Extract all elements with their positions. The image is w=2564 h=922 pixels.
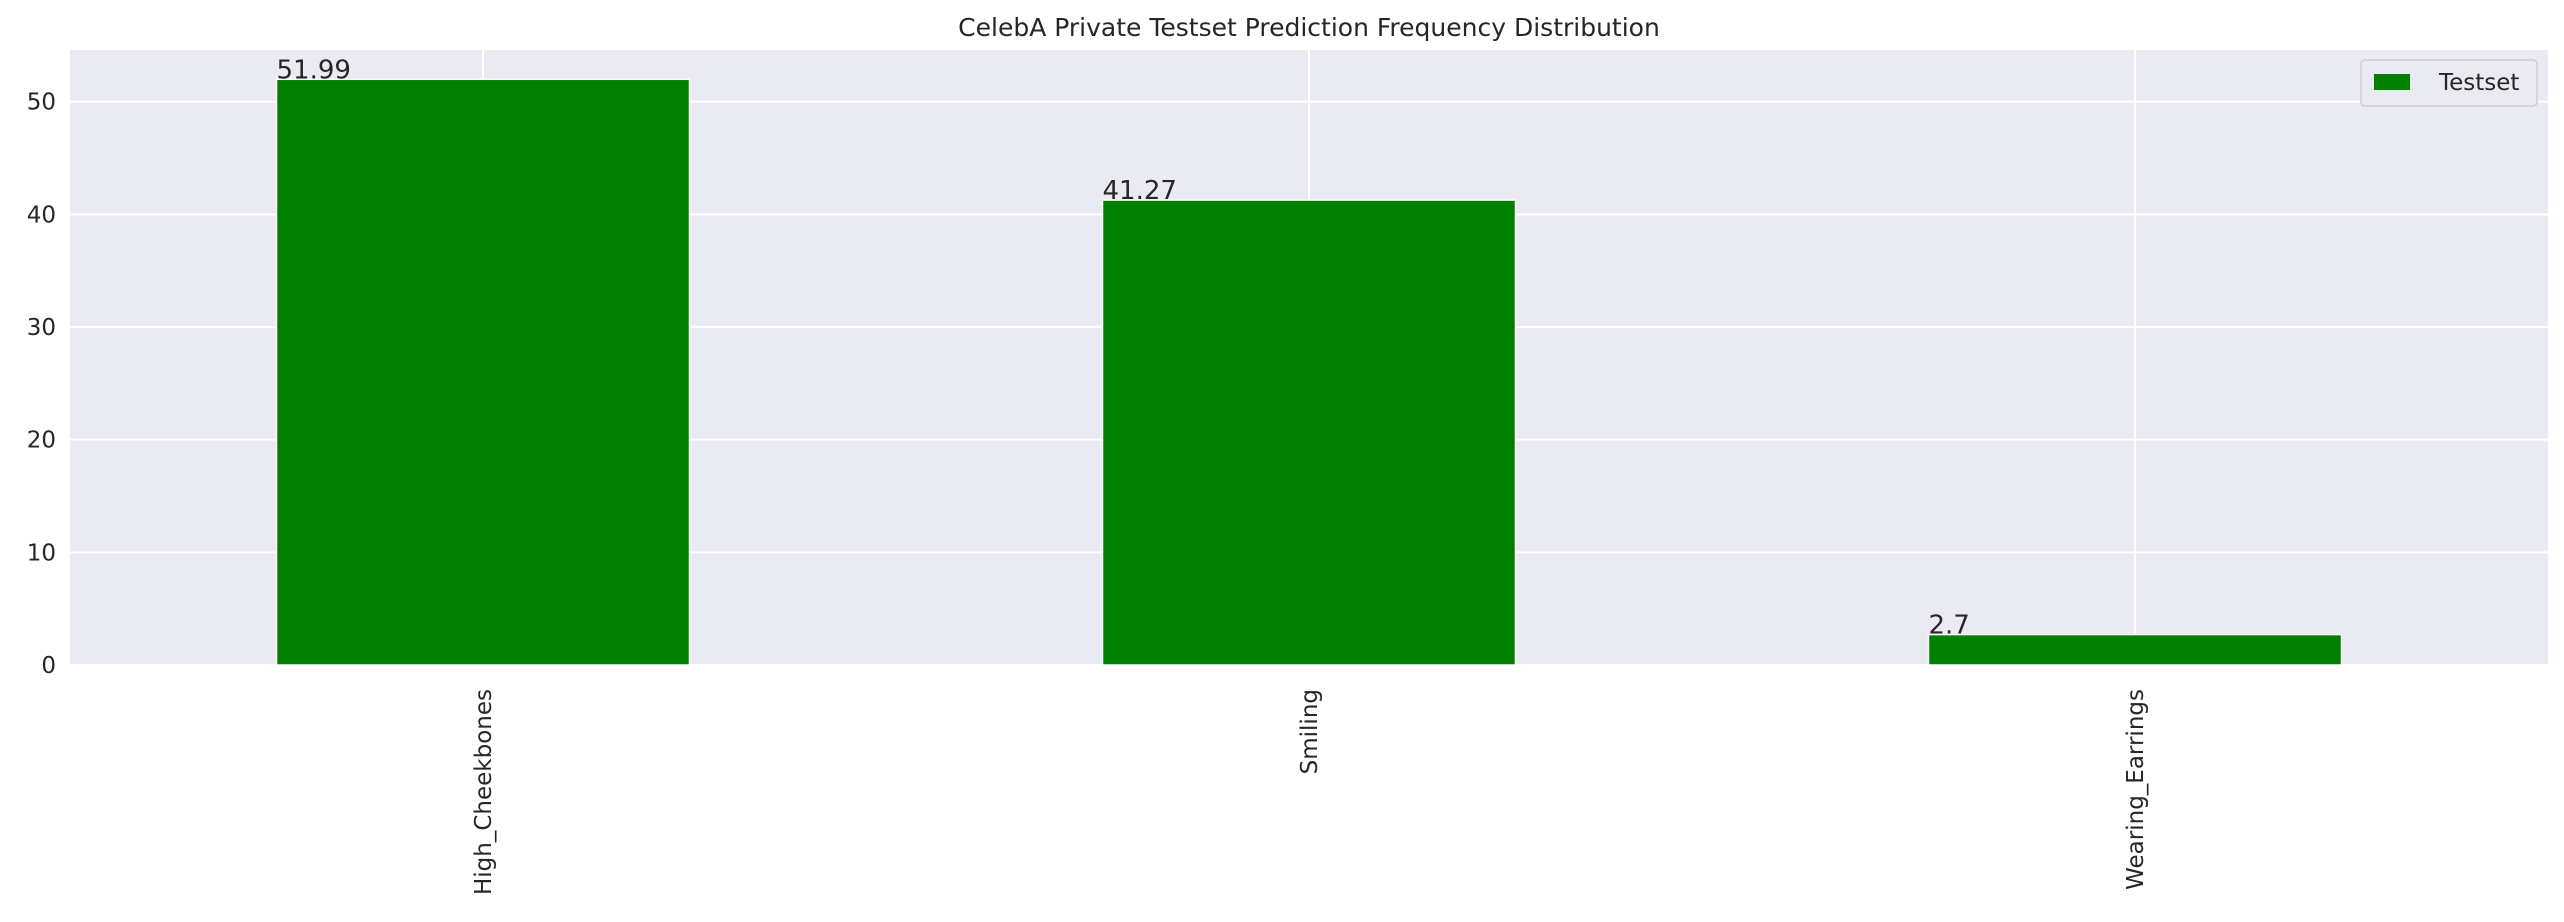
tick-labels: 0 10 20 30 40 50 High_Cheekbones Smiling Wearing…	[27, 90, 2149, 895]
y-tick-label: 10	[27, 540, 56, 566]
x-tick-label: Smiling	[1297, 689, 1323, 774]
data-label: 41.27	[1103, 176, 1177, 206]
y-tick-label: 0	[41, 653, 56, 679]
bar-high-cheekbones[interactable]	[275, 78, 691, 666]
bar-smiling[interactable]	[1101, 199, 1517, 666]
legend-swatch	[2374, 74, 2410, 90]
data-labels: 51.99 41.27 2.7	[277, 55, 1970, 640]
bar-wearing-earrings[interactable]	[1927, 633, 2343, 666]
data-label: 51.99	[277, 55, 351, 85]
y-tick-label: 20	[27, 428, 56, 454]
y-tick-label: 50	[27, 90, 56, 116]
x-tick-label: High_Cheekbones	[471, 689, 497, 895]
legend[interactable]: Testset	[2360, 59, 2538, 107]
legend-label: Testset	[2438, 70, 2519, 96]
chart-title: CelebA Private Testset Prediction Freque…	[958, 13, 1660, 42]
y-tick-label: 30	[27, 315, 56, 341]
y-tick-label: 40	[27, 202, 56, 228]
bars	[275, 78, 2343, 666]
x-tick-label: Wearing_Earrings	[2123, 689, 2149, 890]
data-label: 2.7	[1929, 611, 1970, 641]
legend-box	[2360, 59, 2538, 107]
